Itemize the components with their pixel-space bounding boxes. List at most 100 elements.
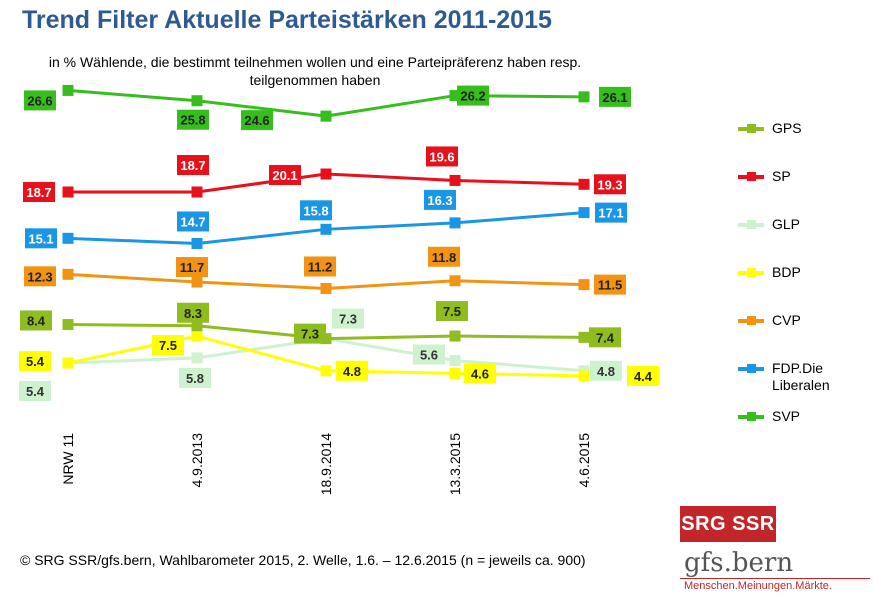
data-point [578, 279, 590, 291]
data-label: 4.4 [634, 369, 653, 384]
data-label: 16.3 [427, 193, 452, 208]
footer-source: © SRG SSR/gfs.bern, Wahlbarometer 2015, … [20, 552, 586, 568]
data-point [320, 168, 332, 180]
data-point [449, 330, 461, 342]
data-label: 5.4 [26, 384, 45, 399]
data-label: 26.6 [27, 93, 52, 108]
data-label-box [428, 246, 460, 267]
legend-item: FDP.Die Liberalen [738, 360, 862, 394]
data-label: 5.6 [420, 347, 438, 362]
data-label-box [294, 323, 326, 344]
data-point [320, 110, 332, 122]
data-label-box [20, 310, 52, 331]
x-tick-label: 4.6.2015 [576, 433, 592, 488]
data-point [449, 354, 461, 366]
legend-swatch [738, 172, 764, 181]
legend-label: GPS [772, 120, 802, 136]
data-point [449, 90, 461, 102]
legend-swatch [738, 268, 764, 277]
data-label: 4.6 [471, 366, 489, 381]
data-point [62, 268, 74, 280]
data-label-box [590, 360, 622, 381]
data-label-box [19, 381, 51, 402]
data-label-box [436, 301, 468, 322]
x-tick-label: NRW 11 [60, 433, 76, 485]
legend-item: CVP [738, 312, 862, 329]
data-label: 15.1 [28, 231, 53, 246]
data-label: 8.3 [184, 306, 202, 321]
data-label: 11.8 [432, 250, 457, 265]
data-label-box [269, 165, 301, 186]
chart-subtitle: in % Wählende, die bestimmt teilnehmen w… [48, 54, 582, 88]
data-point [191, 276, 203, 288]
legend-item: GLP [738, 216, 862, 233]
data-label: 14.7 [180, 214, 205, 229]
data-label-box [177, 211, 209, 232]
data-label: 7.4 [596, 330, 615, 345]
data-label-box [300, 200, 332, 221]
data-point [62, 357, 74, 369]
data-label-box [464, 363, 496, 384]
data-point [191, 330, 203, 342]
gfs-logo-tagline: Menschen.Meinungen.Märkte. [684, 580, 832, 592]
gfs-bern-logo: gfs.bern Menschen.Meinungen.Märkte. [680, 548, 870, 596]
chart-title: Trend Filter Aktuelle Parteistärken 2011… [22, 6, 552, 34]
legend-swatch [738, 364, 764, 373]
data-label: 19.6 [429, 149, 454, 164]
data-label-box [24, 90, 56, 111]
data-label: 8.4 [27, 313, 46, 328]
data-point [449, 367, 461, 379]
x-tick-label: 13.3.2015 [447, 433, 463, 495]
data-point [578, 178, 590, 190]
data-label-box [589, 327, 621, 348]
data-label-box [627, 365, 659, 386]
data-label-box [599, 86, 631, 107]
data-point [62, 232, 74, 244]
data-label-box [25, 228, 57, 249]
data-label: 7.3 [339, 312, 357, 327]
data-point [320, 365, 332, 377]
data-label: 7.5 [443, 304, 461, 319]
x-tick-label: 18.9.2014 [318, 433, 334, 495]
data-label: 15.8 [303, 203, 328, 218]
data-label-box [413, 344, 445, 365]
legend-label: SP [772, 168, 791, 184]
data-label: 17.1 [598, 206, 623, 221]
data-label-box [426, 146, 458, 167]
data-point [191, 186, 203, 198]
data-label: 24.6 [244, 113, 269, 128]
data-label-box [176, 257, 208, 278]
data-label: 5.8 [186, 371, 204, 386]
data-label-box [177, 109, 209, 130]
legend-item: GPS [738, 120, 862, 137]
data-label: 25.8 [180, 113, 205, 128]
data-point [578, 207, 590, 219]
legend-label: BDP [772, 264, 801, 280]
data-point [191, 95, 203, 107]
legend-swatch [738, 316, 764, 325]
gfs-logo-divider [680, 578, 870, 579]
data-label: 18.7 [180, 158, 205, 173]
data-label: 11.2 [308, 259, 333, 274]
data-label-box [24, 266, 56, 287]
legend-item: BDP [738, 264, 862, 281]
data-point [578, 331, 590, 343]
x-tick-label: 4.9.2013 [189, 433, 205, 488]
data-label-box [177, 302, 209, 323]
data-label: 5.4 [26, 354, 45, 369]
data-label: 20.1 [272, 168, 297, 183]
data-label: 26.1 [602, 90, 627, 105]
data-label-box [594, 274, 626, 295]
data-label-box [595, 202, 627, 223]
data-label-box [177, 155, 209, 176]
data-label: 11.7 [180, 260, 205, 275]
data-label: 11.5 [598, 278, 623, 293]
data-label: 19.3 [597, 177, 622, 192]
legend-swatch [738, 412, 764, 421]
data-point [62, 186, 74, 198]
data-label: 12.3 [27, 269, 52, 284]
data-label: 4.8 [597, 364, 615, 379]
data-label-box [457, 85, 489, 106]
legend-item: SP [738, 168, 862, 185]
